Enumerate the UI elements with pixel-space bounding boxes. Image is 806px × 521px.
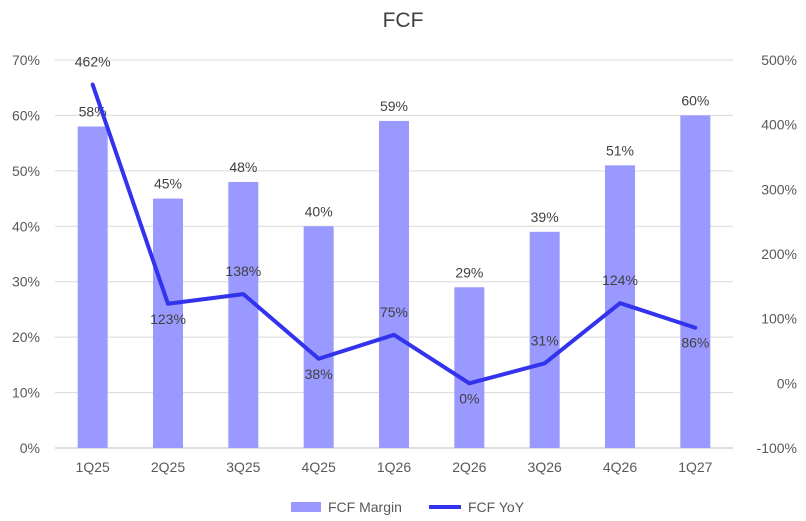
line-data-label: 75% (380, 304, 408, 320)
bar-fcf-margin (529, 231, 560, 448)
x-axis-tick-label: 2Q25 (151, 459, 185, 475)
x-axis-tick-label: 1Q25 (76, 459, 110, 475)
bar-data-label: 51% (606, 142, 634, 158)
right-axis-tick-label: 500% (761, 52, 797, 68)
legend-swatch-fcf-margin (291, 502, 321, 512)
bar-data-label: 40% (305, 203, 333, 219)
left-axis-tick-label: 60% (12, 107, 40, 123)
line-data-label: 0% (459, 390, 479, 406)
line-data-label: 123% (150, 311, 186, 327)
x-axis-tick-label: 2Q26 (452, 459, 486, 475)
bar-series-fcf-margin (77, 115, 711, 449)
line-data-label: 31% (531, 332, 559, 348)
right-axis-tick-label: 400% (761, 117, 797, 133)
x-axis: 1Q25 2Q25 3Q25 4Q25 1Q26 2Q26 3Q26 4Q26 1Q27 (76, 459, 713, 475)
left-axis-tick-label: 10% (12, 385, 40, 401)
left-axis-tick-label: 30% (12, 274, 40, 290)
x-axis-tick-label: 1Q27 (678, 459, 712, 475)
bar-data-label: 45% (154, 176, 182, 192)
right-axis-tick-label: 100% (761, 311, 797, 327)
bar-fcf-margin (153, 198, 183, 448)
right-axis: -100% 0% 100% 200% 300% 400% 500% (757, 52, 797, 456)
bar-fcf-margin (303, 226, 334, 448)
legend-label-fcf-margin: FCF Margin (328, 499, 402, 515)
legend: FCF Margin FCF YoY (291, 499, 525, 515)
left-axis-tick-label: 50% (12, 163, 40, 179)
chart-title: FCF (383, 9, 424, 32)
line-data-label: 38% (305, 366, 333, 382)
bar-fcf-margin (454, 287, 485, 448)
line-series-fcf-yoy (90, 82, 698, 386)
line-fcf-yoy (90, 82, 698, 386)
bar-data-label: 60% (681, 92, 709, 108)
right-axis-tick-label: 200% (761, 246, 797, 262)
bar-data-label: 39% (531, 209, 559, 225)
left-axis: 0% 10% 20% 30% 40% 50% 60% 70% (12, 52, 40, 456)
left-axis-tick-label: 20% (12, 329, 40, 345)
line-data-label: 462% (75, 54, 111, 70)
left-axis-tick-label: 0% (20, 440, 40, 456)
bar-data-label: 48% (229, 159, 257, 175)
right-axis-tick-label: 300% (761, 181, 797, 197)
bar-fcf-margin (228, 181, 259, 448)
x-axis-tick-label: 4Q25 (302, 459, 336, 475)
bar-fcf-margin (379, 120, 409, 448)
x-axis-tick-label: 4Q26 (603, 459, 637, 475)
x-axis-tick-label: 1Q26 (377, 459, 411, 475)
line-data-label: 138% (225, 263, 261, 279)
bar-data-label: 29% (455, 264, 483, 280)
line-data-labels: 462% 123% 138% 38% 75% 0% 31% 124% 86% (75, 54, 710, 407)
bar-data-labels: 58%45%48%40%59%29%39%51%60% (79, 92, 710, 280)
right-axis-tick-label: -100% (757, 440, 797, 456)
line-data-label: 124% (602, 272, 638, 288)
bar-fcf-margin (680, 115, 711, 448)
right-axis-tick-label: 0% (777, 375, 797, 391)
left-axis-tick-label: 40% (12, 218, 40, 234)
bar-data-label: 59% (380, 98, 408, 114)
legend-label-fcf-yoy: FCF YoY (468, 499, 525, 515)
line-data-label: 86% (681, 335, 709, 351)
left-axis-tick-label: 70% (12, 52, 40, 68)
x-axis-tick-label: 3Q25 (226, 459, 260, 475)
bar-fcf-margin (77, 126, 108, 448)
x-axis-tick-label: 3Q26 (528, 459, 562, 475)
